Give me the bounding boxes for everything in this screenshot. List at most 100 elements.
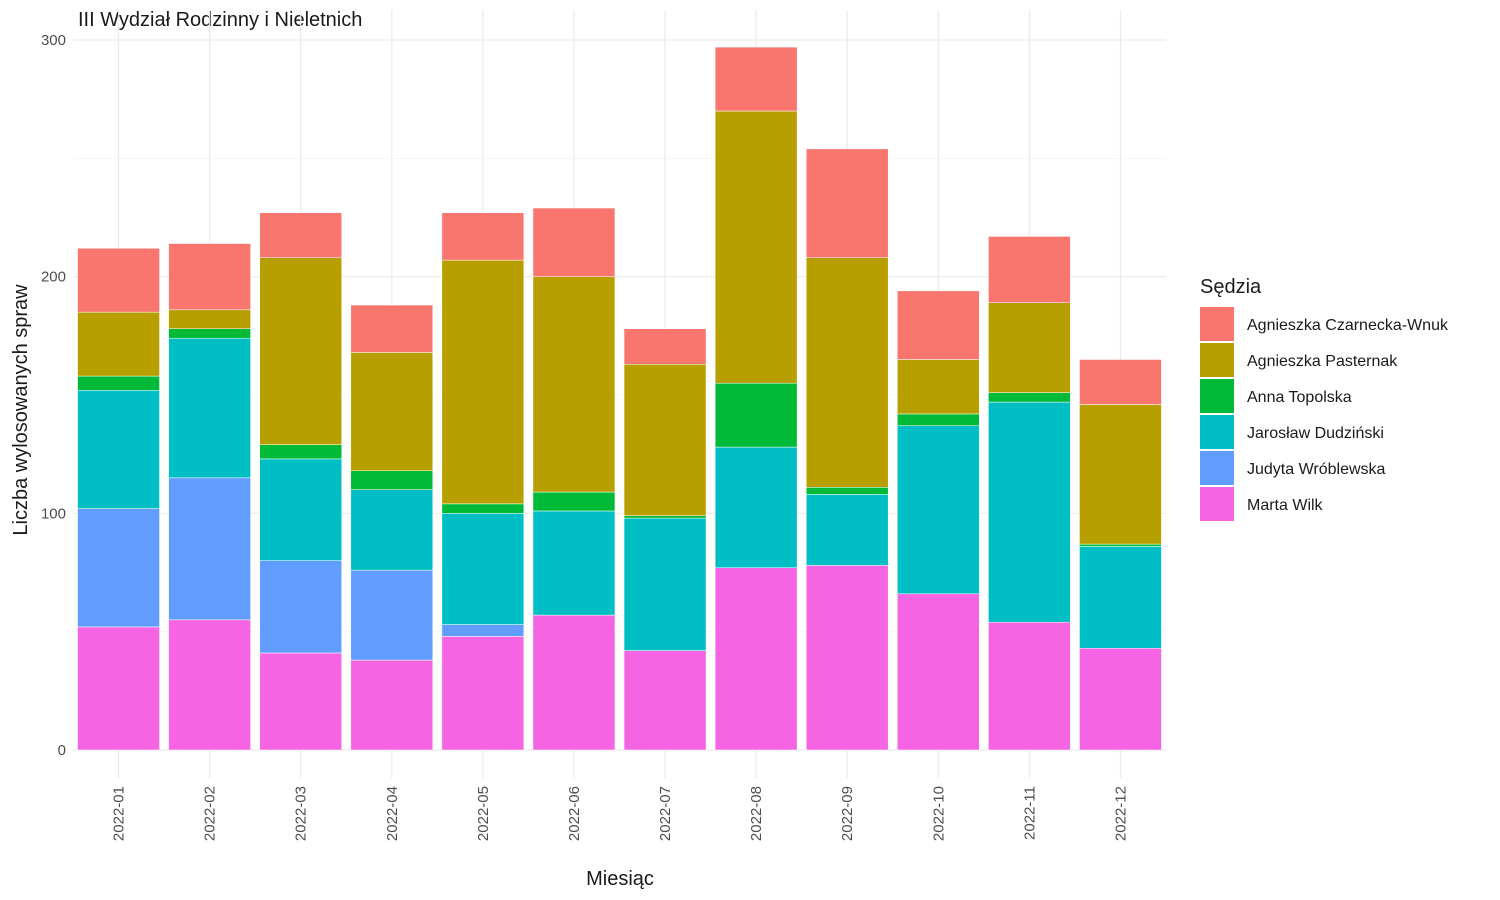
- y-axis-ticks: 0 100 200 300: [41, 32, 66, 759]
- bar-segment: [623, 328, 707, 365]
- bar-segment: [77, 248, 160, 313]
- bar-segment: [441, 513, 525, 625]
- bar-segment: [350, 470, 434, 490]
- bar-segment: [988, 392, 1071, 403]
- x-tick-label: 2022-11: [1021, 786, 1038, 840]
- bar-segment: [988, 621, 1071, 751]
- x-tick-label: 2022-03: [293, 786, 310, 841]
- bar-segment: [168, 243, 251, 311]
- bar-segment: [988, 401, 1071, 623]
- bar-segment: [532, 510, 616, 616]
- x-tick-label: 2022-05: [475, 786, 492, 841]
- bar-segment: [350, 569, 434, 661]
- bar-segment: [805, 494, 889, 566]
- bar-segment: [623, 363, 707, 516]
- bar-segment: [441, 636, 525, 751]
- bar-segment: [714, 110, 798, 384]
- bar-segment: [805, 257, 889, 488]
- bar-segment: [988, 236, 1071, 303]
- x-tick-label: 2022-08: [748, 786, 765, 841]
- bar-segment: [168, 309, 251, 329]
- bar-segment: [441, 259, 525, 505]
- bar-segment: [623, 515, 707, 519]
- bar-segment: [350, 489, 434, 571]
- bar-segment: [1079, 543, 1162, 547]
- bar-segment: [350, 659, 434, 751]
- bar-segment: [532, 491, 616, 512]
- legend-label: Agnieszka Pasternak: [1247, 353, 1398, 370]
- y-tick-label: 300: [41, 32, 66, 49]
- bar-segment: [1079, 647, 1162, 751]
- bar-segment: [714, 382, 798, 448]
- y-tick-label: 0: [58, 742, 66, 759]
- bar-segment: [532, 614, 616, 751]
- x-tick-label: 2022-12: [1112, 786, 1129, 841]
- bar-segment: [897, 413, 980, 427]
- bar-segment: [988, 302, 1071, 393]
- bar-segment: [441, 624, 525, 637]
- bar-segment: [897, 593, 980, 751]
- bar-segment: [532, 276, 616, 493]
- bar-segment: [1079, 546, 1162, 649]
- legend-key: [1200, 415, 1234, 449]
- legend-key: [1200, 307, 1234, 341]
- bar-segment: [77, 390, 160, 509]
- bar-segment: [441, 212, 525, 261]
- bar-segment: [532, 207, 616, 277]
- legend-key: [1200, 451, 1234, 485]
- bar-segment: [168, 477, 251, 621]
- bar-segment: [805, 148, 889, 258]
- legend-label: Marta Wilk: [1247, 497, 1324, 514]
- bar-segment: [897, 359, 980, 415]
- chart-title: III Wydział Rodzinny i Nieletnich: [78, 9, 362, 31]
- legend: Sędzia Agnieszka Czarnecka-Wnuk Agnieszka…: [1200, 276, 1449, 521]
- x-tick-label: 2022-09: [839, 786, 856, 841]
- bar-segment: [259, 257, 342, 445]
- x-tick-label: 2022-07: [657, 786, 674, 841]
- bar-segment: [77, 626, 160, 751]
- bar-segment: [259, 458, 342, 561]
- bar-segment: [623, 517, 707, 651]
- legend-key: [1200, 487, 1234, 521]
- bar-segment: [168, 328, 251, 339]
- bar-segment: [350, 352, 434, 471]
- bar-segment: [259, 444, 342, 460]
- bar-segment: [623, 650, 707, 751]
- legend-label: Agnieszka Czarnecka-Wnuk: [1247, 317, 1449, 334]
- legend-key: [1200, 343, 1234, 377]
- bar-segment: [441, 503, 525, 514]
- bar-segment: [805, 565, 889, 751]
- bar-segment: [897, 290, 980, 360]
- x-axis-ticks: 2022-01 2022-02 2022-03 2022-04 2022-05 2022-…: [111, 786, 1130, 841]
- y-axis-label: Liczba wylosowanych spraw: [10, 284, 32, 536]
- bar-segment: [168, 337, 251, 479]
- legend-title: Sędzia: [1200, 276, 1262, 298]
- bar-segment: [350, 304, 434, 353]
- bar-segment: [168, 619, 251, 751]
- bar-segment: [1079, 404, 1162, 545]
- x-tick-label: 2022-10: [930, 786, 947, 841]
- bar-segment: [1079, 359, 1162, 405]
- x-tick-label: 2022-06: [566, 786, 583, 841]
- y-tick-label: 100: [41, 505, 66, 522]
- x-tick-label: 2022-02: [202, 786, 219, 841]
- legend-label: Judyta Wróblewska: [1247, 461, 1386, 478]
- bar-segment: [259, 652, 342, 751]
- bar-segment: [714, 446, 798, 569]
- legend-label: Anna Topolska: [1247, 389, 1352, 406]
- x-axis-label: Miesiąc: [586, 868, 654, 890]
- legend-key: [1200, 379, 1234, 413]
- bar-segment: [259, 212, 342, 258]
- bar-segment: [714, 567, 798, 751]
- bar-segment: [805, 487, 889, 495]
- x-tick-label: 2022-04: [384, 786, 401, 841]
- bars: [77, 46, 1162, 751]
- legend-label: Jarosław Dudziński: [1247, 425, 1384, 442]
- x-tick-label: 2022-01: [111, 786, 128, 841]
- bar-segment: [77, 311, 160, 377]
- bar-segment: [77, 508, 160, 628]
- bar-segment: [259, 560, 342, 654]
- bar-segment: [897, 425, 980, 595]
- bar-segment: [77, 375, 160, 391]
